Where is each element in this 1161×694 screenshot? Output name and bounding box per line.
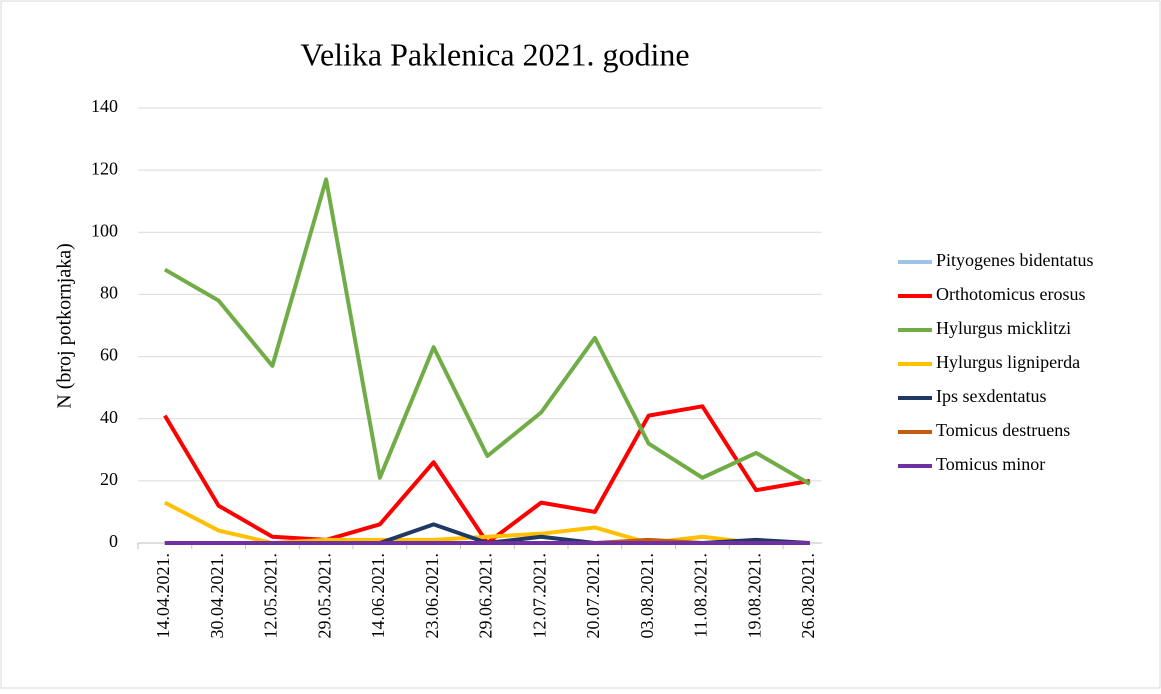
legend-label: Pityogenes bidentatus [936, 250, 1093, 270]
legend-label: Orthotomicus erosus [936, 284, 1085, 304]
y-tick-label: 60 [100, 345, 118, 365]
x-tick-label: 03.08.2021. [637, 553, 657, 639]
x-tick-label: 11.08.2021. [691, 553, 711, 638]
y-tick-label: 20 [100, 469, 118, 489]
chart-title: Velika Paklenica 2021. godine [300, 36, 689, 72]
y-tick-label: 100 [91, 220, 118, 240]
y-tick-label: 120 [91, 158, 118, 178]
y-tick-label: 40 [100, 407, 118, 427]
x-tick-label: 23.06.2021. [422, 553, 442, 639]
y-tick-label: 140 [91, 96, 118, 116]
legend-label: Tomicus minor [936, 454, 1045, 474]
x-tick-label: 14.06.2021. [368, 553, 388, 639]
legend-label: Ips sexdentatus [936, 386, 1046, 406]
x-tick-label: 29.06.2021. [476, 553, 496, 639]
legend-label: Hylurgus micklitzi [936, 318, 1071, 338]
x-tick-label: 26.08.2021. [798, 553, 818, 639]
y-tick-label: 80 [100, 283, 118, 303]
series-line [163, 177, 811, 486]
x-tick-label: 12.07.2021. [529, 553, 549, 639]
x-tick-label: 29.05.2021. [314, 553, 334, 639]
x-tick-label: 19.08.2021. [744, 553, 764, 639]
x-tick-label: 12.05.2021. [261, 553, 281, 639]
y-axis-label: N (broj potkornjaka) [54, 243, 76, 409]
x-tick-label: 14.04.2021. [153, 553, 173, 639]
legend-label: Tomicus destruens [936, 420, 1070, 440]
y-tick-label: 0 [109, 531, 118, 551]
x-tick-label: 20.07.2021. [583, 553, 603, 639]
x-tick-label: 30.04.2021. [207, 553, 227, 639]
legend-label: Hylurgus ligniperda [936, 352, 1080, 372]
